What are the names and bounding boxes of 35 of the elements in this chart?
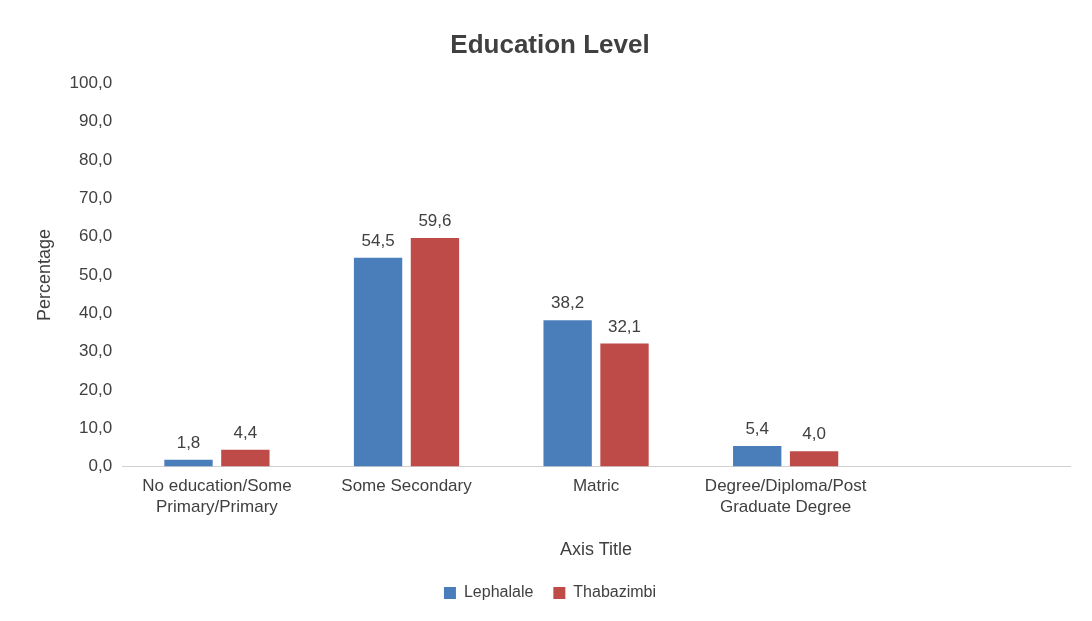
bar	[733, 445, 782, 467]
legend-label: Lephalale	[463, 583, 534, 601]
bar	[789, 451, 839, 467]
y-tick-label: 20,0	[79, 379, 113, 399]
y-tick-label: 30,0	[79, 341, 113, 361]
chart-title: Education Level	[450, 28, 650, 59]
y-tick-label: 90,0	[79, 111, 113, 131]
data-label: 32,1	[607, 316, 642, 336]
y-tick-label: 100,0	[69, 72, 113, 92]
x-tick-label: Degree/Diploma/Post Graduate Degree	[704, 476, 867, 516]
data-label: 54,5	[361, 230, 395, 250]
data-label: 4,4	[233, 422, 258, 442]
y-tick-label: 80,0	[79, 149, 113, 169]
data-label: 4,0	[802, 424, 826, 444]
x-tick-label: Some Secondary	[341, 476, 473, 496]
y-tick-label: 10,0	[79, 417, 113, 437]
bar	[410, 238, 460, 467]
data-label: 1,8	[176, 432, 201, 452]
bar	[353, 257, 403, 467]
bar	[600, 343, 649, 467]
x-tick-label: Matric	[572, 476, 620, 496]
legend-label: Thabazimbi	[573, 583, 657, 601]
y-axis-title: Percentage	[33, 228, 54, 321]
y-tick-label: 50,0	[79, 264, 113, 284]
bar	[543, 320, 592, 467]
data-label: 59,6	[418, 211, 452, 231]
y-tick-label: 70,0	[79, 187, 113, 207]
y-tick-label: 60,0	[79, 226, 113, 246]
y-tick-label: 40,0	[79, 302, 113, 322]
bar	[221, 449, 270, 467]
y-tick-label: 0,0	[88, 456, 113, 476]
data-label: 38,2	[551, 293, 585, 313]
data-label: 5,4	[745, 419, 770, 439]
x-tick-label: No education/Some Primary/Primary	[142, 476, 292, 516]
x-axis-title: Axis Title	[560, 539, 633, 560]
